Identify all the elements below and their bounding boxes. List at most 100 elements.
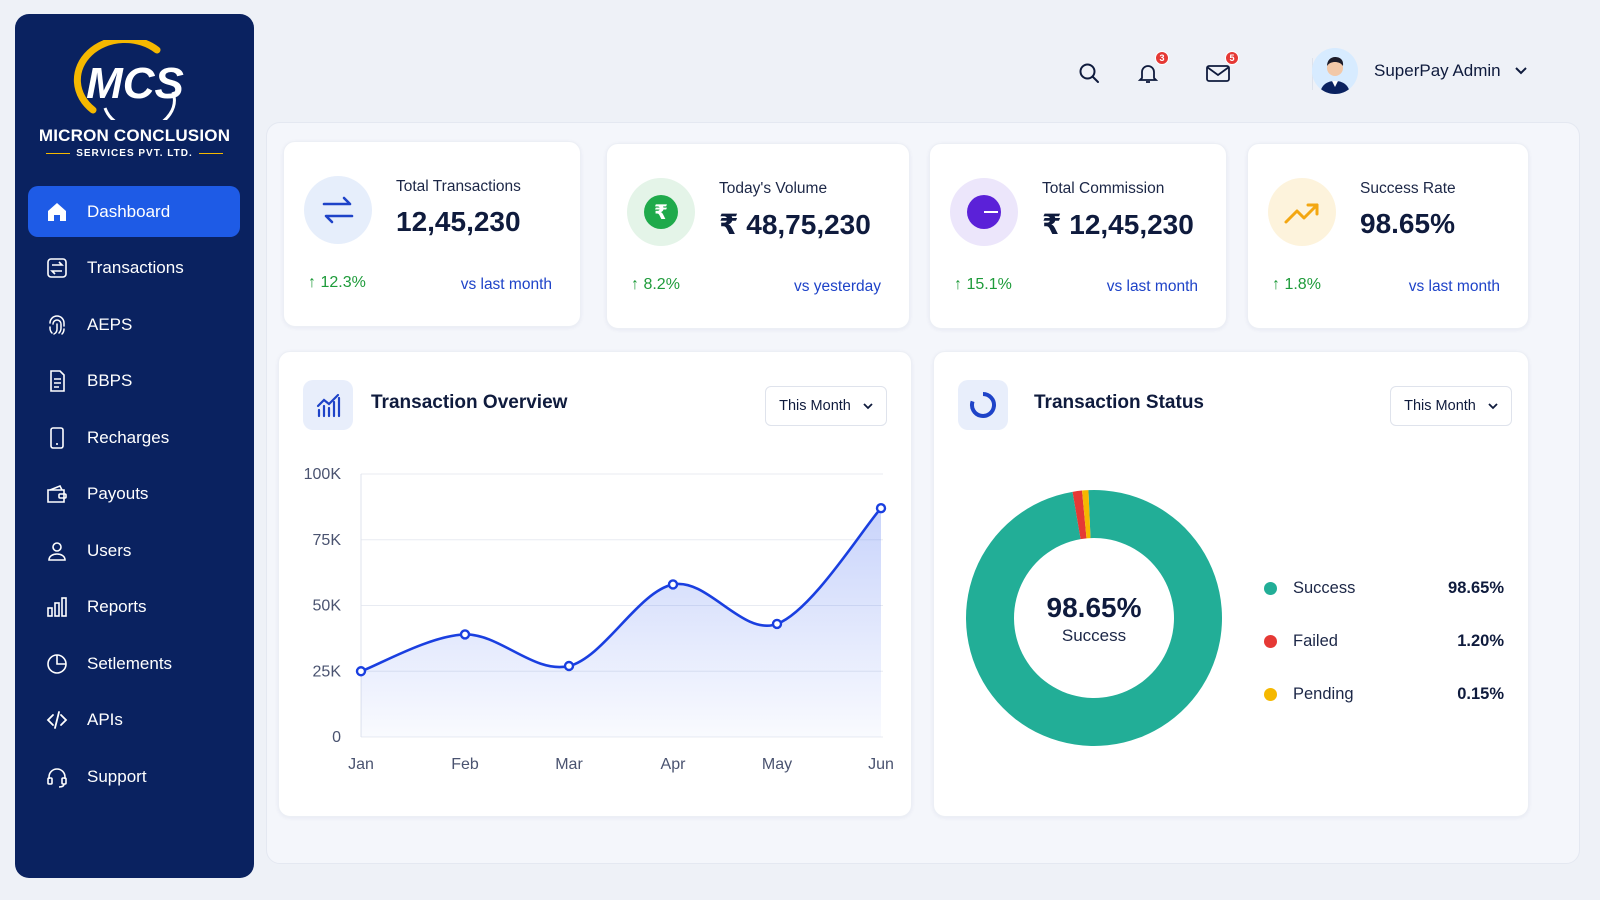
user-menu[interactable]: SuperPay Admin [1312, 47, 1527, 95]
notifications-button[interactable]: 3 [1133, 51, 1169, 88]
notification-badge: 3 [1155, 51, 1169, 65]
sidebar-item-label: Payouts [87, 484, 149, 503]
sidebar-item-label: Setlements [87, 653, 173, 673]
messages-button[interactable]: 5 [1203, 51, 1239, 88]
main-content: 3 5 SuperPay Admin [254, 14, 1586, 878]
legend-swatch [1264, 635, 1277, 648]
y-tick-label: 50K [313, 598, 342, 615]
stat-change: ↑ 12.3% [308, 274, 366, 291]
y-tick-label: 0 [332, 729, 341, 746]
overview-period-select[interactable]: This Month [765, 386, 887, 426]
data-point[interactable] [355, 666, 367, 677]
sidebar-item-apis[interactable]: APIs [28, 695, 240, 746]
wallet-icon [44, 481, 70, 507]
fingerprint-icon [44, 312, 70, 338]
stat-icon-wrap: ₹ [627, 178, 695, 246]
status-period-select[interactable]: This Month [1390, 386, 1512, 426]
stat-card-success-rate[interactable]: Success Rate 98.65% ↑ 1.8% vs last month [1247, 143, 1529, 329]
data-point[interactable] [459, 629, 471, 640]
mail-icon [1206, 65, 1230, 82]
stat-card-total-commission[interactable]: Total Commission ₹ 12,45,230 ↑ 15.1% vs … [929, 143, 1227, 329]
data-point[interactable] [667, 579, 679, 590]
section-title: Transaction Status [1034, 392, 1204, 413]
svg-text:MCS: MCS [86, 59, 184, 108]
sidebar-item-support[interactable]: Support [28, 751, 240, 802]
stat-card-total-transactions[interactable]: Total Transactions 12,45,230 ↑ 12.3% vs … [283, 141, 581, 327]
y-tick-label: 25K [313, 663, 342, 680]
pie-chart-icon [44, 651, 70, 677]
topbar: 3 5 SuperPay Admin [254, 14, 1586, 126]
sidebar-item-reports[interactable]: Reports [28, 582, 240, 633]
search-button[interactable] [1074, 58, 1104, 88]
data-point[interactable] [875, 502, 887, 514]
bar-trend-icon [316, 393, 341, 418]
commission-pie-icon [967, 195, 1001, 229]
trend-up-icon [1284, 203, 1319, 224]
mcs-logo-icon: MCS [73, 40, 184, 120]
data-point[interactable] [563, 660, 575, 672]
x-tick-label: Apr [661, 756, 687, 773]
sidebar-item-aeps[interactable]: AEPS [28, 299, 240, 350]
area-fill [361, 508, 881, 737]
x-tick-label: May [762, 756, 792, 773]
chevron-down-icon [1514, 67, 1527, 75]
stat-card-todays-volume[interactable]: ₹ Today's Volume ₹ 48,75,230 ↑ 8.2% vs y… [606, 143, 910, 329]
brand-logo[interactable]: MCS MICRON CONCLUSION SERVICES PVT. LTD. [15, 40, 254, 159]
donut-slice-failed[interactable] [1072, 490, 1087, 540]
sidebar-item-label: Dashboard [87, 201, 171, 221]
sidebar-item-dashboard[interactable]: Dashboard [28, 186, 240, 237]
stat-compare: vs last month [1106, 278, 1198, 295]
x-tick-label: Mar [555, 756, 583, 773]
transactions-icon [44, 255, 70, 281]
donut-center: 98.65% Success [964, 592, 1224, 646]
brand-subtitle: SERVICES PVT. LTD. [15, 148, 254, 159]
sidebar-item-setlements[interactable]: Setlements [28, 638, 240, 689]
donut-slice-pending[interactable] [1082, 490, 1091, 539]
chevron-down-icon [863, 402, 873, 409]
swap-arrows-icon [322, 196, 354, 224]
period-label: This Month [779, 398, 851, 414]
donut-slice-success[interactable] [966, 490, 1222, 746]
avatar [1312, 48, 1358, 94]
mobile-icon [44, 425, 70, 451]
bar-chart-icon [44, 594, 70, 620]
section-icon-wrap [303, 380, 353, 430]
stat-value: 12,45,230 [396, 206, 521, 237]
sidebar-item-label: Support [87, 766, 147, 786]
user-name: SuperPay Admin [1374, 61, 1501, 80]
legend-value: 1.20% [1457, 632, 1504, 650]
sidebar-item-recharges[interactable]: Recharges [28, 412, 240, 463]
stat-label: Total Transactions [396, 178, 521, 195]
stat-compare: vs last month [1408, 278, 1500, 295]
dashboard-panel: Total Transactions 12,45,230 ↑ 12.3% vs … [266, 122, 1580, 864]
sidebar-item-label: BBPS [87, 371, 133, 390]
stat-icon-wrap [1268, 178, 1336, 246]
divider [46, 153, 71, 154]
y-tick-label: 100K [304, 466, 342, 483]
stat-change: ↑ 15.1% [954, 276, 1012, 293]
stat-label: Today's Volume [719, 180, 828, 197]
legend-item: Pending 0.15% [1264, 668, 1504, 721]
data-point[interactable] [771, 618, 783, 630]
stat-compare: vs yesterday [793, 278, 881, 295]
stat-icon-wrap [950, 178, 1018, 246]
donut-icon [970, 392, 996, 418]
sidebar-item-label: Users [87, 540, 132, 560]
search-icon [1079, 63, 1099, 83]
stat-change: ↑ 8.2% [631, 276, 680, 293]
overview-chart: 0 25K 50K 75K 100K Jan Feb Mar Apr May Jun [304, 466, 894, 773]
sidebar-item-bbps[interactable]: BBPS [28, 356, 240, 407]
home-icon [44, 199, 70, 225]
stat-change: ↑ 1.8% [1272, 276, 1321, 293]
donut-center-value: 98.65% [1046, 592, 1142, 623]
sidebar-item-transactions[interactable]: Transactions [28, 243, 240, 294]
headset-icon [44, 764, 70, 790]
legend-swatch [1264, 582, 1277, 595]
stat-compare: vs last month [460, 276, 552, 293]
legend-item: Failed 1.20% [1264, 615, 1504, 668]
sidebar-item-payouts[interactable]: Payouts [28, 469, 240, 520]
stat-label: Total Commission [1042, 180, 1165, 197]
period-label: This Month [1404, 398, 1476, 414]
y-tick-label: 75K [313, 532, 342, 549]
sidebar-item-users[interactable]: Users [28, 525, 240, 576]
